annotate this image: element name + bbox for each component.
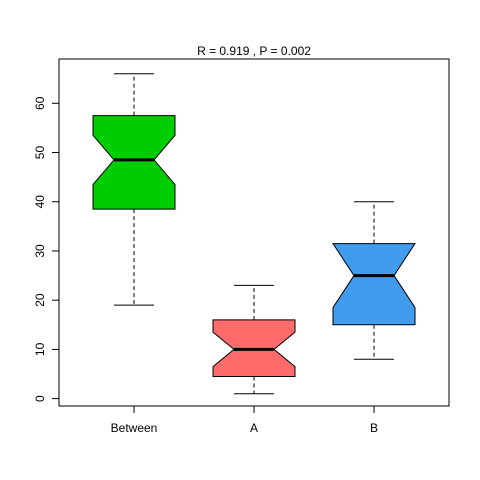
boxes-group — [92, 73, 416, 395]
y-tick-label: 40 — [33, 195, 47, 209]
x-tick-label: A — [250, 421, 258, 435]
y-tick-label: 30 — [33, 244, 47, 258]
plot-frame — [58, 58, 450, 407]
box-body — [92, 115, 176, 210]
y-tick-label: 50 — [33, 146, 47, 160]
y-tick-label: 10 — [33, 342, 47, 356]
y-tick-label: 20 — [33, 293, 47, 307]
box-a — [212, 284, 296, 395]
box-b — [332, 201, 416, 360]
y-tick-label: 60 — [33, 96, 47, 110]
y-tick-label: 0 — [33, 395, 47, 402]
x-tick-label: B — [370, 421, 378, 435]
x-tick-label: Between — [111, 421, 158, 435]
y-axis: 0 10 20 30 40 50 60 — [33, 96, 60, 402]
chart-title: R = 0.919 , P = 0.002 — [197, 44, 311, 58]
box-between — [92, 73, 176, 306]
box-body — [332, 243, 416, 326]
x-axis: Between A B — [111, 405, 378, 435]
